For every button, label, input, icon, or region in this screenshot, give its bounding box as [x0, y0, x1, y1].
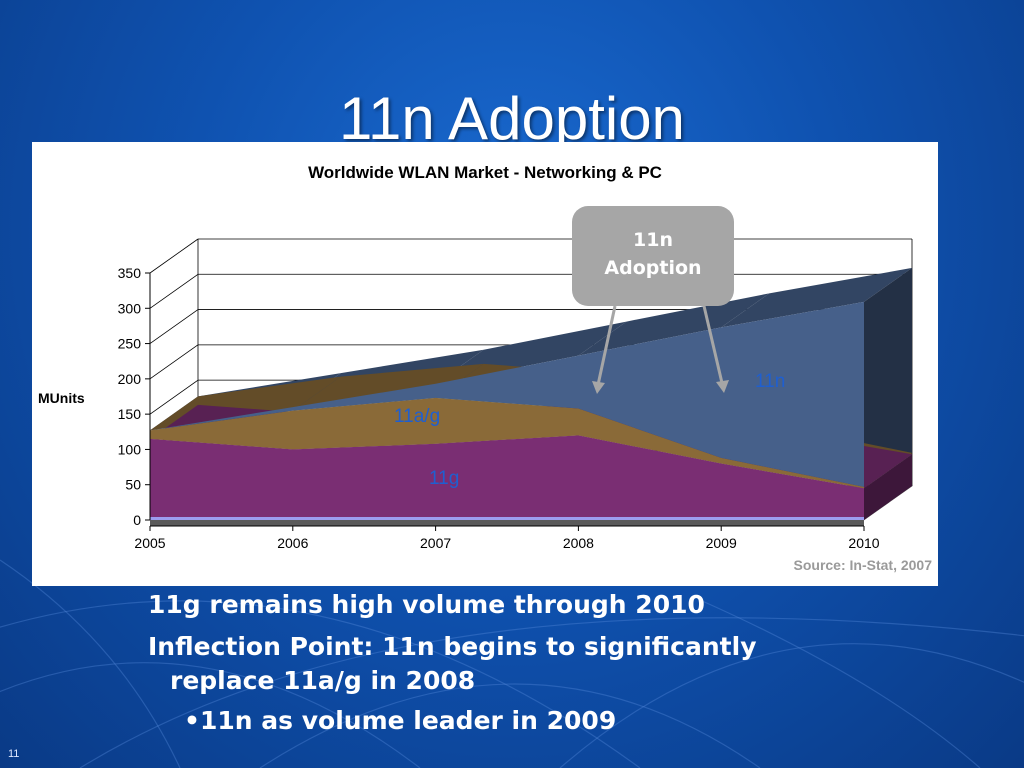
area-front-11n: [150, 301, 864, 487]
y-tick-label: 300: [118, 300, 142, 316]
x-tick-label: 2008: [563, 535, 594, 551]
x-tick-label: 2010: [848, 535, 879, 551]
series-label-11a/g: 11a/g: [394, 406, 440, 427]
area-side-11g: [864, 454, 912, 520]
y-tick-label: 350: [118, 265, 142, 281]
area-top-11n: [578, 293, 770, 356]
x-tick-label: 2007: [420, 535, 451, 551]
x-tick-label: 2005: [134, 535, 165, 551]
y-tick-label: 100: [118, 441, 142, 457]
x-tick-label: 2009: [706, 535, 737, 551]
y-tick-label: 150: [118, 406, 142, 422]
baseline-strip: [150, 517, 864, 520]
chart-source: Source: In-Stat, 2007: [794, 557, 933, 573]
area-top-11n: [721, 267, 912, 328]
chart-title: Worldwide WLAN Market - Networking & PC: [308, 163, 662, 182]
chart-panel: Worldwide WLAN Market - Networking & PC 0…: [32, 142, 938, 586]
callout-arrow-head: [592, 381, 605, 394]
series-label-11n: 11n: [755, 371, 785, 392]
callout-arrow-head: [716, 380, 729, 393]
area-side-11n: [864, 267, 912, 487]
grid-line-depth: [149, 379, 199, 415]
grid-line-depth: [149, 309, 199, 344]
adoption-callout: 11n Adoption: [572, 206, 734, 306]
y-tick-label: 200: [118, 371, 142, 387]
chart-floor-front: [150, 520, 864, 526]
y-tick-label: 0: [133, 512, 141, 528]
area-front-11g: [150, 435, 864, 520]
area-chart: Worldwide WLAN Market - Networking & PC 0…: [38, 163, 933, 573]
grid-line-depth: [149, 344, 199, 380]
x-tick-label: 2006: [277, 535, 308, 551]
y-axis-label: MUnits: [38, 390, 85, 406]
series-label-11g: 11g: [429, 468, 459, 489]
bullet-item: Inflection Point: 11n begins to signific…: [148, 630, 988, 698]
slide-number: 11: [8, 748, 20, 760]
grid-line-depth: [149, 273, 199, 309]
sub-bullet-item: •11n as volume leader in 2009: [184, 706, 617, 735]
area-front-11a/g: [150, 397, 864, 489]
y-tick-label: 50: [125, 477, 141, 493]
bullet-line: Inflection Point: 11n begins to signific…: [148, 632, 757, 661]
bullet-line-continued: replace 11a/g in 2008: [170, 666, 476, 695]
grid-line-depth: [149, 238, 199, 274]
bullet-item: 11g remains high volume through 2010: [148, 590, 705, 619]
callout-arrow-line: [702, 305, 724, 384]
area-top-11a/g: [292, 363, 484, 411]
slide-title: 11n Adoption: [339, 85, 685, 152]
sub-bullet-text: 11n as volume leader in 2009: [199, 706, 617, 735]
callout-arrow-line: [596, 305, 617, 386]
y-tick-label: 250: [118, 336, 142, 352]
